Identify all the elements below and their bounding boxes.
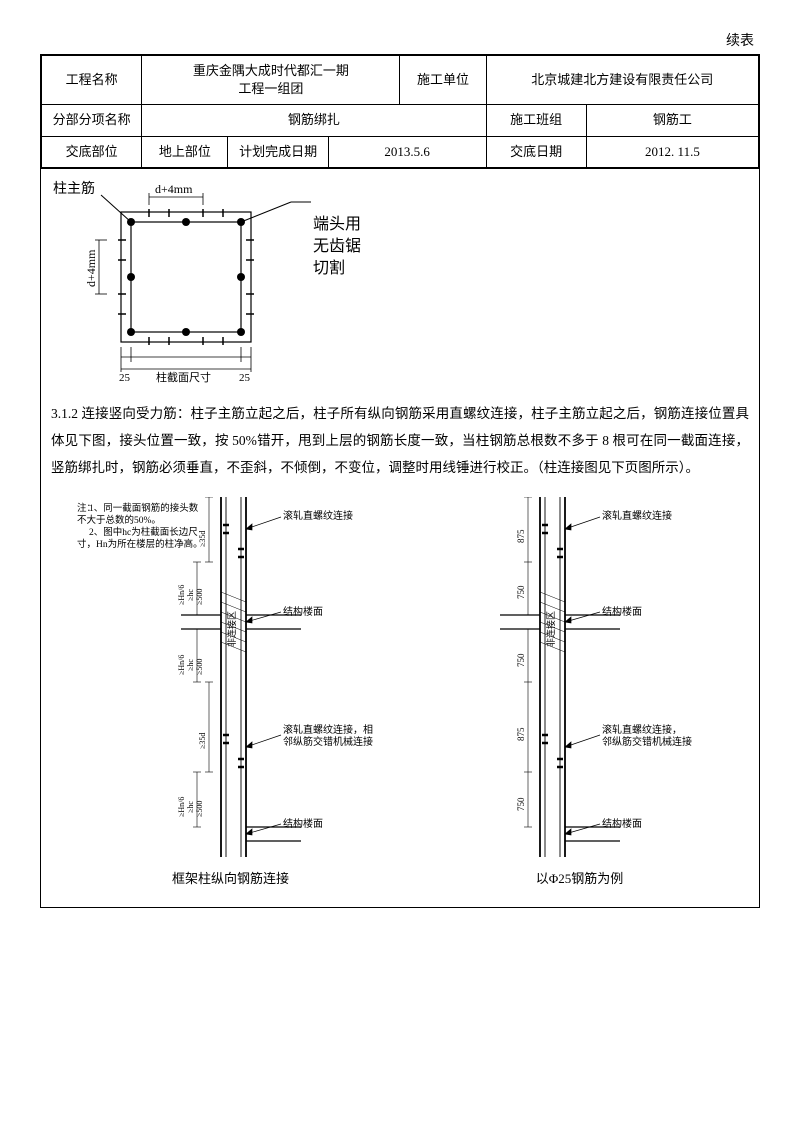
header-table: 工程名称 重庆金隅大成时代都汇一期 工程一组团 施工单位 北京城建北方建设有限责… [41,55,759,168]
callout-line1: 端头用 [313,215,361,233]
lbl-floor-lower-l: 结构楼面 [283,817,323,830]
lbl-lower-connect-l2: 邻纵筋交错机械连接 [283,735,373,748]
dim-35d-1: ≥35d [198,530,207,546]
dim-750-1: 750 [516,585,526,599]
cell-disclosure-date-label: 交底日期 [486,136,586,167]
dim-top: d+4mm [155,182,193,196]
note-2a: 2、图中hc为柱截面长边尺 [89,526,198,538]
cell-location-label: 交底部位 [42,136,142,167]
dim-875-2: 875 [516,727,526,741]
cell-team-label: 施工班组 [486,105,586,136]
cell-plan-date-value: 2013.5.6 [328,136,486,167]
dim-500-1: ≥500 [195,588,204,604]
cell-location-value: 地上部位 [142,136,228,167]
column-figures-row: 注： 1、同一截面钢筋的接头数 不大于总数的50%。 2、图中hc为柱截面长边尺… [51,497,749,887]
cell-project-name-value: 重庆金隅大成时代都汇一期 工程一组团 [142,56,400,105]
column-figure-right: 滚轧直螺纹连接 结构楼面 滚轧直螺纹连接， 邻纵筋交错机械连接 结构楼面 非连接… [430,497,730,887]
cell-disclosure-date-value: 2012. 11.5 [586,136,758,167]
content-area: 柱主筋 d+4mm d+4mm 端头用 无齿锯 切割 25 柱截面尺寸 25 3… [41,168,759,907]
label-main-rebar: 柱主筋 [53,180,95,197]
cell-plan-date-label: 计划完成日期 [228,136,328,167]
dim-750-3: 750 [516,797,526,811]
dim-left: d+4mm [84,249,98,287]
dim-hc-1: ≥hc [186,588,195,600]
paragraph-3-1-2: 3.1.2 连接竖向受力筋：柱子主筋立起之后，柱子所有纵向钢筋采用直螺纹连接，柱… [51,400,749,481]
lbl-zone-l: 非连接区 [226,611,237,647]
caption-left: 框架柱纵向钢筋连接 [71,868,391,887]
lbl-upper-connect-r: 滚轧直螺纹连接 [602,509,672,522]
note-1a: 1、同一截面钢筋的接头数 [89,502,199,514]
dim-bottom-mid: 柱截面尺寸 [156,370,211,384]
cell-construction-unit-value: 北京城建北方建设有限责任公司 [486,56,759,105]
dim-500-2: ≥500 [195,658,204,674]
lbl-floor-upper-l: 结构楼面 [283,605,323,618]
dim-hn6-2: ≥Hn/6 [177,654,186,674]
note-2b: 寸，Hn为所在楼层的柱净高。 [77,538,203,550]
cell-construction-unit-label: 施工单位 [400,56,486,105]
dim-35d-2: ≥35d [198,732,207,748]
cell-subsection-value: 钢筋绑扎 [142,105,486,136]
lbl-floor-lower-r: 结构楼面 [602,817,642,830]
lbl-zone-r: 非连接区 [545,611,556,647]
column-figure-left: 注： 1、同一截面钢筋的接头数 不大于总数的50%。 2、图中hc为柱截面长边尺… [71,497,391,887]
dim-bottom-left: 25 [119,372,131,384]
callout-line3: 切割 [313,259,345,277]
continue-table-label: 续表 [40,30,760,50]
cell-subsection-label: 分部分项名称 [42,105,142,136]
lbl-floor-upper-r: 结构楼面 [602,605,642,618]
lbl-lower-connect-l1: 滚轧直螺纹连接，相 [283,723,373,736]
lbl-lower-connect-r1: 滚轧直螺纹连接， [602,723,682,736]
dim-hn6-3: ≥Hn/6 [177,796,186,816]
lbl-lower-connect-r2: 邻纵筋交错机械连接 [602,735,692,748]
lbl-upper-connect-l: 滚轧直螺纹连接 [283,509,353,522]
dim-500-3: ≥500 [195,800,204,816]
cross-section-diagram: 柱主筋 d+4mm d+4mm 端头用 无齿锯 切割 25 柱截面尺寸 25 [51,177,411,387]
dim-bottom-right: 25 [239,372,251,384]
note-1b: 不大于总数的50%。 [77,514,161,526]
callout-line2: 无齿锯 [313,237,361,255]
dim-hc-3: ≥hc [186,800,195,812]
dim-875-1: 875 [516,529,526,543]
caption-right: 以Φ25钢筋为例 [430,868,730,887]
dim-hn6-1: ≥Hn/6 [177,584,186,604]
cell-team-value: 钢筋工 [586,105,758,136]
cell-project-name-label: 工程名称 [42,56,142,105]
document-frame: 工程名称 重庆金隅大成时代都汇一期 工程一组团 施工单位 北京城建北方建设有限责… [40,54,760,908]
dim-750-2: 750 [516,653,526,667]
dim-hc-2: ≥hc [186,658,195,670]
